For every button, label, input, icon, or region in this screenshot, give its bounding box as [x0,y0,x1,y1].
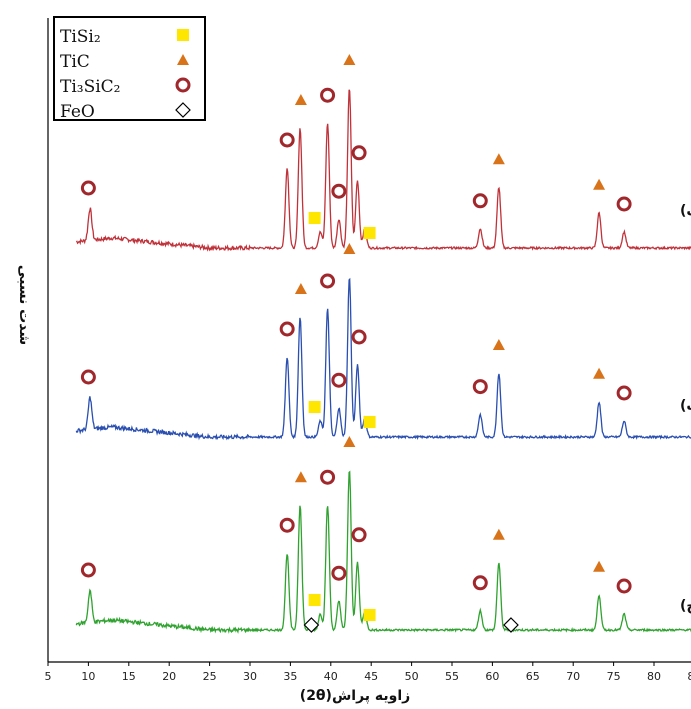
legend-marker-diamond [175,102,191,118]
x-tick-label: 85 [687,670,691,683]
x-tick-label: 20 [162,670,176,683]
legend-marker-triangle [177,54,189,65]
y-axis-title: شدت نسبی [16,265,32,345]
x-tick-label: 15 [122,670,136,683]
marker-ti3sic2 [331,372,347,388]
marker-tic [492,528,505,540]
marker-ti3sic2 [80,180,96,196]
marker-ti3sic2 [472,379,488,395]
legend-label: Ti₃SiC₂ [60,77,121,97]
panel-label: الف) [680,203,691,219]
series-line [75,89,691,252]
marker-tisi2 [363,416,376,428]
marker-tic [294,471,307,483]
marker-ti3sic2 [279,132,295,148]
x-axis-title: زاویه پراش(2θ) [300,688,410,704]
phase-markers [80,54,632,633]
marker-ti3sic2 [616,385,632,401]
marker-tic [492,339,505,350]
marker-ti3sic2 [351,145,367,161]
marker-ti3sic2 [320,273,336,289]
x-tick-label: 55 [445,670,459,683]
legend-label: TiC [60,52,90,72]
xrd-traces [75,89,691,634]
legend: TiSi₂ TiC Ti₃SiC₂ FeO [53,16,206,122]
marker-tisi2 [308,594,321,606]
x-tick-label: 60 [485,670,499,683]
marker-ti3sic2 [80,369,96,385]
marker-ti3sic2 [351,329,367,345]
panel-labels: الف) ب) ج) [680,203,691,614]
panel-label: ب) [680,398,691,414]
x-tick-label: 30 [243,670,257,683]
marker-tic [593,367,606,379]
x-tick-label: 5 [45,670,52,683]
marker-ti3sic2 [472,193,488,209]
marker-ti3sic2 [279,517,295,533]
marker-ti3sic2 [320,87,336,103]
marker-tic [492,153,505,165]
x-tick-label: 65 [526,670,540,683]
x-tick-label: 75 [607,670,621,683]
marker-ti3sic2 [616,578,632,594]
legend-marker-circle [175,77,191,93]
legend-label: FeO [60,102,95,122]
panel-label: ج) [680,598,691,614]
marker-tisi2 [308,401,321,413]
marker-tisi2 [363,227,376,239]
marker-tic [343,243,356,254]
x-tick-label: 35 [283,670,297,683]
x-tick-label: 80 [647,670,661,683]
marker-ti3sic2 [320,469,336,485]
marker-tic [593,560,606,572]
x-tick-label: 25 [203,670,217,683]
marker-ti3sic2 [472,575,488,591]
marker-tisi2 [308,212,321,224]
marker-tisi2 [363,609,376,621]
marker-tic [343,54,356,65]
marker-ti3sic2 [331,183,347,199]
marker-ti3sic2 [279,321,295,337]
marker-tic [593,178,606,190]
marker-ti3sic2 [331,565,347,581]
series-line [75,277,691,441]
legend-label: TiSi₂ [60,27,101,47]
x-tick-label: 45 [364,670,378,683]
marker-tic [294,283,307,294]
marker-ti3sic2 [80,562,96,578]
x-tick-label: 10 [81,670,95,683]
x-ticks: 5 10 15 20 25 30 35 40 45 50 55 60 65 70 75 80 85 [45,662,691,683]
marker-feo [303,617,320,633]
marker-tic [294,94,307,105]
marker-ti3sic2 [616,196,632,212]
x-tick-label: 40 [324,670,338,683]
x-tick-label: 70 [566,670,580,683]
series-line [75,470,691,634]
x-tick-label: 50 [405,670,419,683]
legend-marker-square [177,29,189,41]
marker-tic [343,436,356,447]
marker-feo [503,617,519,633]
marker-ti3sic2 [351,527,367,543]
